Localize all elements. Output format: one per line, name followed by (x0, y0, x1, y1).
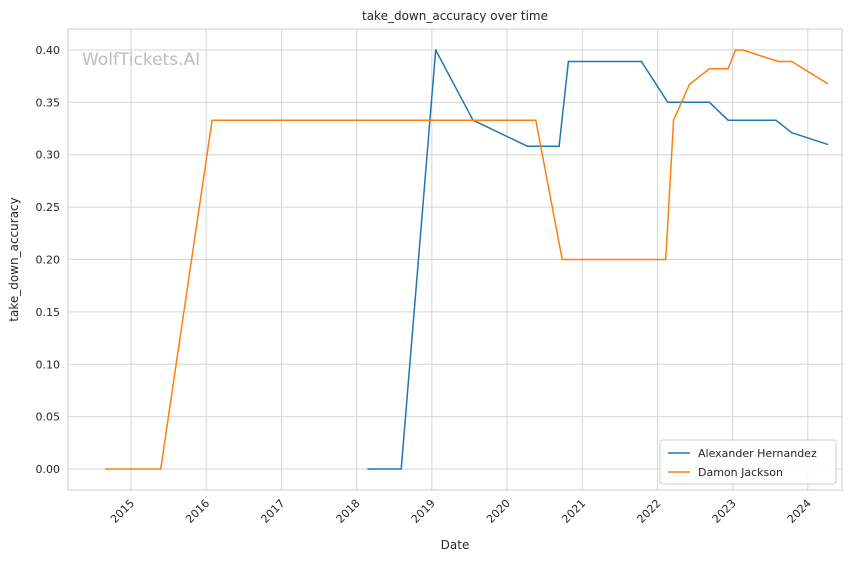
y-tick-label: 0.20 (36, 254, 61, 267)
y-tick-label: 0.40 (36, 44, 61, 57)
data-point (640, 60, 643, 63)
legend-label-damon-jackson: Damon Jackson (698, 466, 783, 479)
data-point (790, 60, 793, 63)
data-point (688, 83, 691, 86)
legend-label-alexander-hernandez: Alexander Hernandez (698, 447, 817, 460)
y-axis-title: take_down_accuracy (7, 197, 21, 321)
data-point (667, 101, 669, 104)
data-point (526, 145, 529, 148)
data-point (211, 119, 213, 121)
data-point (400, 468, 402, 470)
data-point (367, 468, 369, 470)
data-point (561, 258, 563, 261)
watermark-text: WolfTickets.AI (82, 50, 200, 70)
y-tick-label: 0.00 (36, 463, 61, 476)
data-point (790, 131, 793, 134)
series-line-alexander-hernandez (368, 49, 828, 470)
data-point (159, 468, 162, 470)
legend-box (659, 439, 837, 485)
plot-area (67, 28, 843, 491)
y-tick-label: 0.30 (36, 149, 61, 162)
data-point (558, 145, 560, 148)
data-point (742, 49, 744, 51)
grid-lines (68, 29, 842, 490)
data-point (708, 101, 711, 104)
data-point (105, 468, 107, 470)
data-point (734, 49, 737, 51)
y-tick-label: 0.05 (36, 411, 61, 424)
data-point (727, 68, 729, 70)
data-point (434, 49, 437, 51)
data-point (567, 60, 570, 63)
data-point (535, 119, 537, 121)
data-point (777, 60, 779, 63)
x-axis-title: Date (441, 538, 470, 552)
series-lines (105, 49, 829, 470)
legend: Alexander Hernandez Damon Jackson (659, 439, 837, 485)
data-point (708, 68, 711, 70)
data-point (664, 258, 667, 261)
y-tick-label: 0.10 (36, 358, 61, 371)
data-point (826, 143, 829, 146)
y-tick-label: 0.25 (36, 201, 61, 214)
data-point (672, 119, 675, 121)
y-tick-label: 0.15 (36, 306, 61, 319)
data-point (826, 82, 829, 85)
data-point (727, 119, 729, 121)
chart-title: take_down_accuracy over time (362, 9, 548, 23)
data-point (775, 119, 777, 121)
y-tick-label: 0.35 (36, 96, 61, 109)
